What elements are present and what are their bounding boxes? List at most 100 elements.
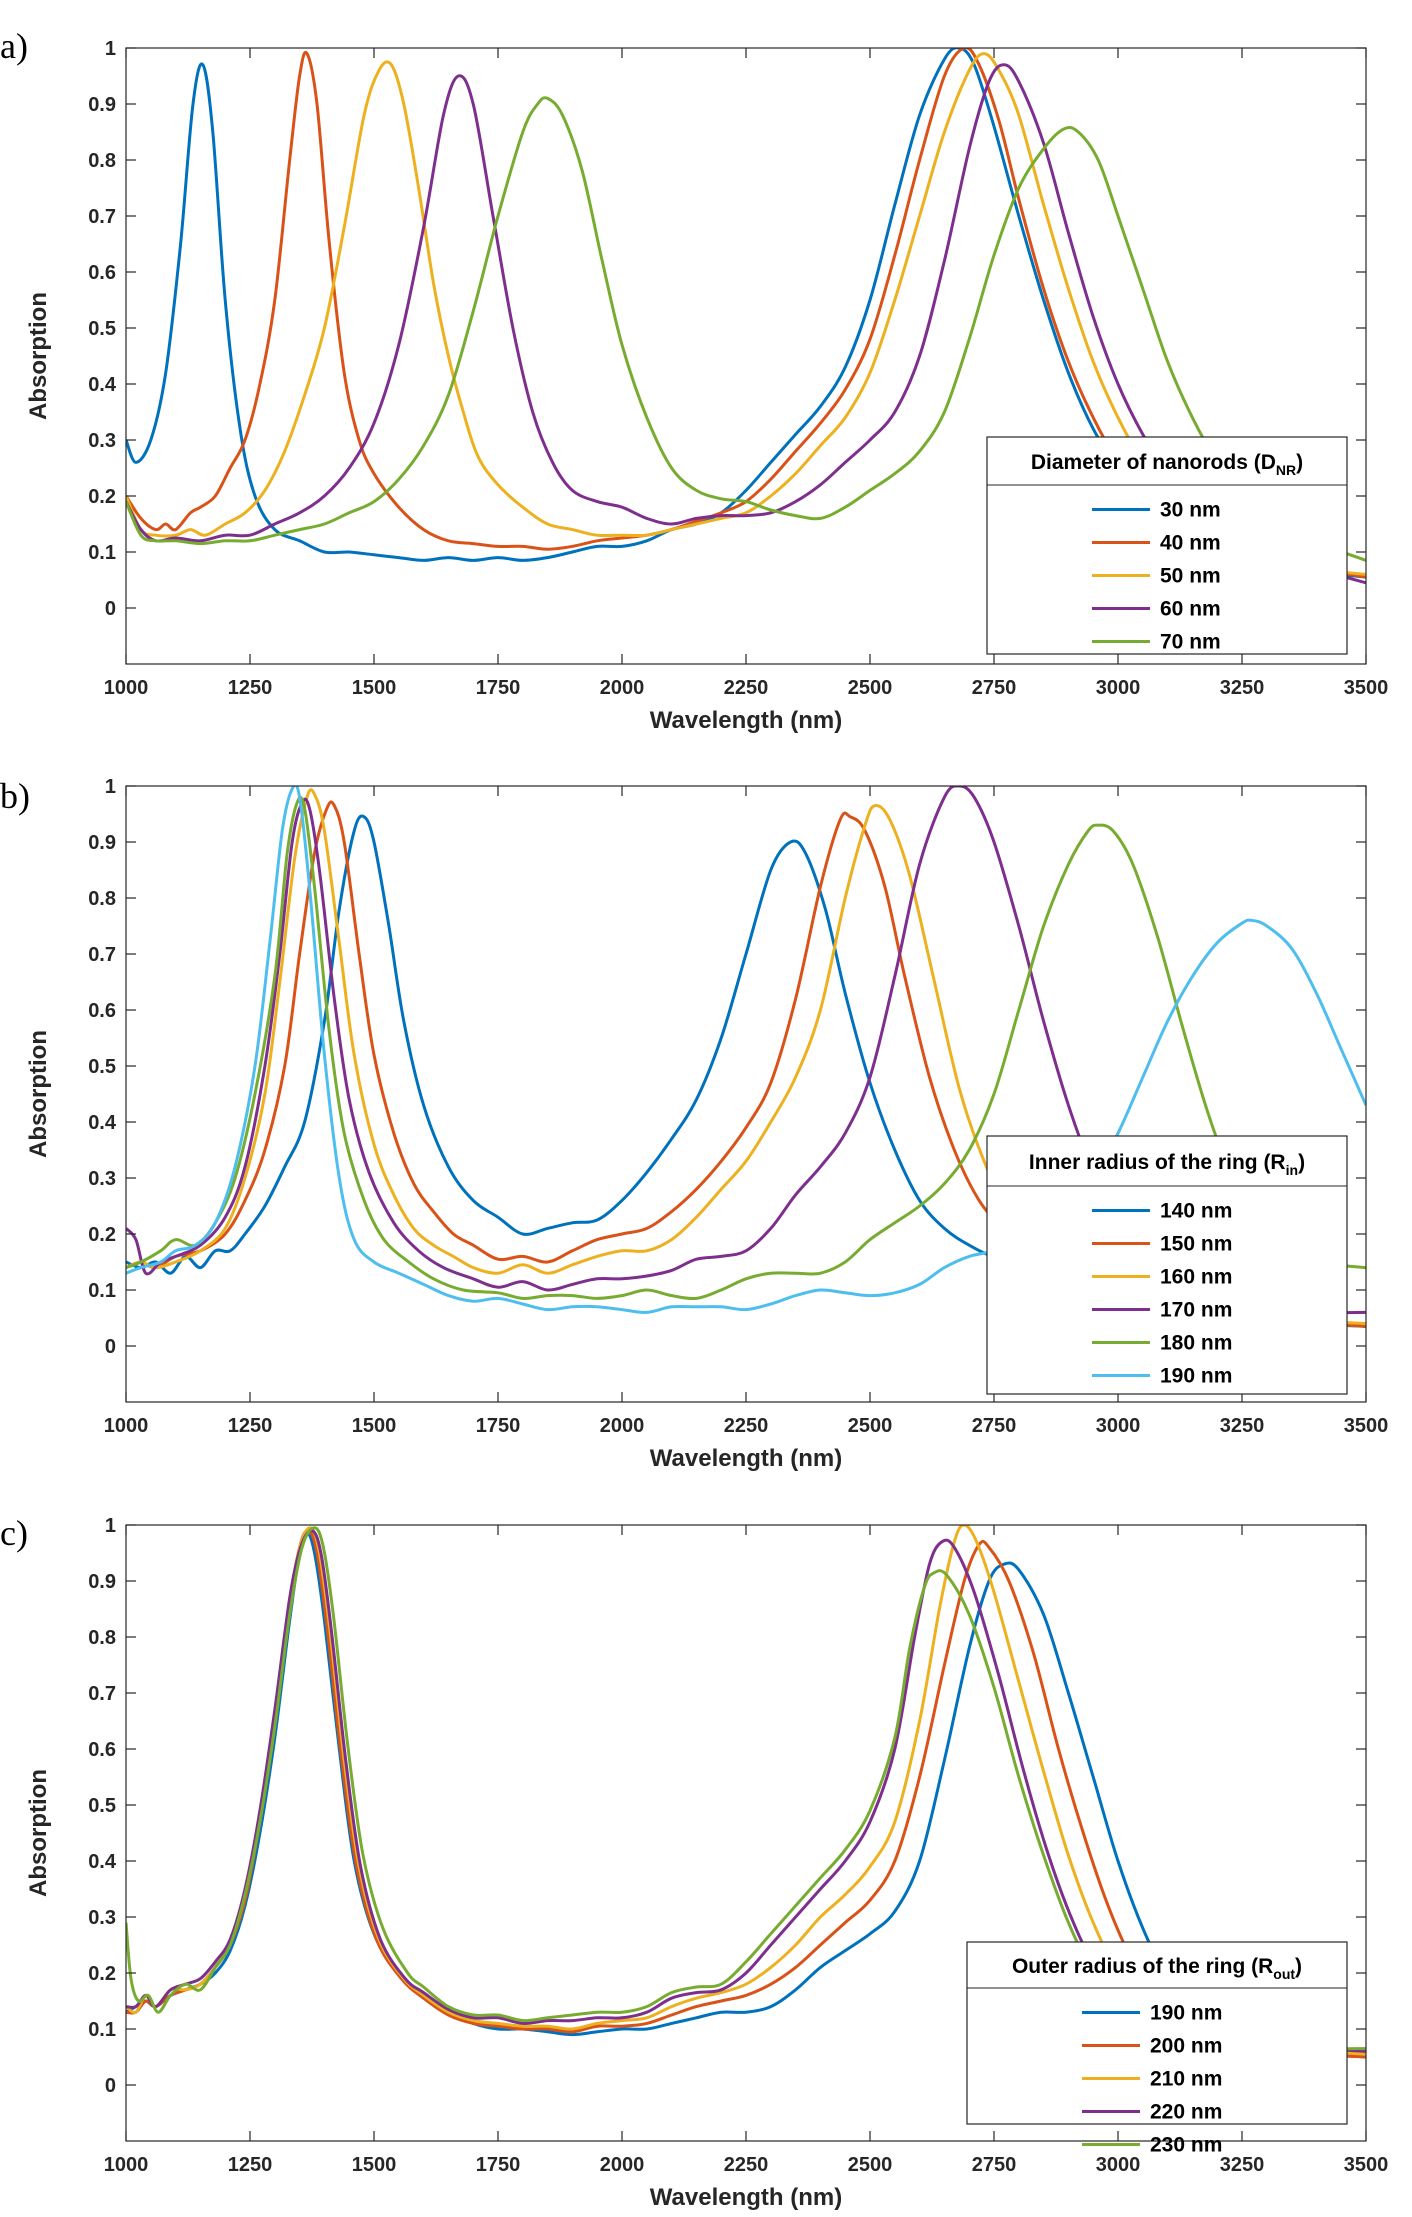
x-tick-label: 2000 <box>600 1415 645 1437</box>
series-line-60-nm <box>126 63 1366 585</box>
x-tick-label: 1750 <box>476 1415 521 1437</box>
y-tick-label: 0.4 <box>88 1112 117 1134</box>
x-tick-label: 2250 <box>724 677 769 699</box>
x-tick-label: 2750 <box>972 1415 1017 1437</box>
x-tick-label: 3000 <box>1096 677 1141 699</box>
x-tick-label: 2500 <box>848 2154 893 2176</box>
x-tick-label: 2000 <box>600 677 645 699</box>
legend-entry: 50 nm <box>1160 565 1221 588</box>
panel-label: a) <box>0 26 28 66</box>
series-line-190-nm <box>126 1531 1366 2059</box>
series-line-220-nm <box>126 1529 1366 2053</box>
y-tick-label: 0 <box>105 598 116 620</box>
y-axis-label: Absorption <box>25 1769 52 1897</box>
legend-title-end: ) <box>1296 451 1303 474</box>
legend-box <box>986 1135 1348 1395</box>
y-tick-label: 0.2 <box>88 1224 116 1246</box>
x-tick-label: 3000 <box>1096 2154 1141 2176</box>
x-tick-label: 1500 <box>352 2154 397 2176</box>
legend-box <box>966 1941 1348 2125</box>
x-tick-label: 3500 <box>1344 1415 1389 1437</box>
y-tick-label: 0.1 <box>88 542 116 564</box>
x-tick-label: 1500 <box>352 1415 397 1437</box>
y-tick-label: 0.7 <box>88 944 116 966</box>
panel-label: b) <box>0 776 30 816</box>
legend-entry: 140 nm <box>1160 1200 1232 1223</box>
chart-panel-3: 1000 1250 1500 1750 2000 2250 2500 2750 3000 3250… <box>0 1513 1388 2211</box>
x-tick-label: 3250 <box>1220 1415 1265 1437</box>
legend-title-end: ) <box>1295 1955 1302 1978</box>
y-tick-label: 1 <box>105 1515 116 1537</box>
x-axis-label: Wavelength (nm) <box>650 2184 842 2211</box>
chart-panel-1: 1000 1250 1500 1750 2000 2250 2500 2750 3000 3250… <box>0 26 1388 734</box>
y-tick-label: 0.2 <box>88 486 116 508</box>
x-tick-label: 1750 <box>476 677 521 699</box>
y-tick-label: 0.4 <box>88 374 117 396</box>
x-tick-label: 2250 <box>724 2154 769 2176</box>
legend-entry: 210 nm <box>1150 2068 1222 2091</box>
legend-entry: 40 nm <box>1160 532 1221 555</box>
x-tick-label: 1000 <box>104 2154 149 2176</box>
series-line-180-nm <box>126 796 1366 1301</box>
x-tick-label: 2000 <box>600 2154 645 2176</box>
y-tick-label: 0.7 <box>88 1683 116 1705</box>
series-line-50-nm <box>126 52 1366 576</box>
series-lines <box>126 786 1366 1328</box>
series-lines <box>126 48 1366 585</box>
y-axis-label: Absorption <box>25 292 52 420</box>
x-tick-label: 1500 <box>352 677 397 699</box>
x-axis-label: Wavelength (nm) <box>650 1445 842 1472</box>
legend-entry: 170 nm <box>1160 1299 1232 1322</box>
x-tick-label: 3000 <box>1096 1415 1141 1437</box>
y-tick-label: 1 <box>105 38 116 60</box>
y-tick-label: 0 <box>105 1336 116 1358</box>
y-tick-label: 0.2 <box>88 1963 116 1985</box>
legend-title-sub: NR <box>1276 462 1296 478</box>
legend-title: Diameter of nanorods (DNR) <box>1031 451 1303 478</box>
legend-title: Outer radius of the ring (Rout) <box>1012 1955 1302 1982</box>
y-tick-label: 0.8 <box>88 150 116 172</box>
legend-entry: 60 nm <box>1160 598 1221 621</box>
legend-entry: 200 nm <box>1150 2035 1222 2058</box>
y-tick-label: 0.3 <box>88 430 116 452</box>
y-tick-label: 0.3 <box>88 1168 116 1190</box>
y-tick-label: 0.5 <box>88 1795 116 1817</box>
legend-entry: 180 nm <box>1160 1332 1232 1355</box>
y-tick-label: 0.7 <box>88 206 116 228</box>
y-tick-label: 0.5 <box>88 318 116 340</box>
legend-entry: 30 nm <box>1160 499 1221 522</box>
series-line-70-nm <box>126 96 1366 562</box>
x-tick-label: 3250 <box>1220 2154 1265 2176</box>
y-tick-label: 0.4 <box>88 1851 117 1873</box>
series-line-30-nm <box>126 48 1366 579</box>
x-tick-label: 2750 <box>972 677 1017 699</box>
y-tick-label: 0.3 <box>88 1907 116 1929</box>
legend-title-main: Inner radius of the ring (R <box>1029 1151 1286 1174</box>
x-tick-label: 3500 <box>1344 677 1389 699</box>
series-line-40-nm <box>126 48 1366 579</box>
y-tick-label: 0.8 <box>88 1627 116 1649</box>
legend: Inner radius of the ring (Rin) 140 nm 150 … <box>986 1135 1348 1395</box>
x-tick-label: 1000 <box>104 677 149 699</box>
legend-title-main: Diameter of nanorods (D <box>1031 451 1276 474</box>
legend-box <box>986 436 1348 655</box>
legend-entry: 190 nm <box>1150 2002 1222 2025</box>
y-tick-label: 0.6 <box>88 262 116 284</box>
legend-entry: 190 nm <box>1160 1365 1232 1388</box>
x-tick-label: 1250 <box>228 677 273 699</box>
y-tick-label: 0.9 <box>88 1571 116 1593</box>
legend-entry: 70 nm <box>1160 631 1221 654</box>
y-tick-label: 0.1 <box>88 1280 116 1302</box>
x-tick-label: 2500 <box>848 1415 893 1437</box>
legend-title-sub: in <box>1286 1162 1298 1178</box>
y-tick-label: 0.6 <box>88 1739 116 1761</box>
legend-entry: 230 nm <box>1150 2134 1222 2157</box>
legend: Diameter of nanorods (DNR) 30 nm 40 nm 50 n… <box>986 436 1348 655</box>
y-tick-label: 0.9 <box>88 94 116 116</box>
x-tick-label: 1250 <box>228 2154 273 2176</box>
y-tick-label: 0.5 <box>88 1056 116 1078</box>
panel-label: c) <box>0 1513 28 1553</box>
y-tick-label: 0.6 <box>88 1000 116 1022</box>
legend: Outer radius of the ring (Rout) 190 nm 200… <box>966 1941 1348 2157</box>
